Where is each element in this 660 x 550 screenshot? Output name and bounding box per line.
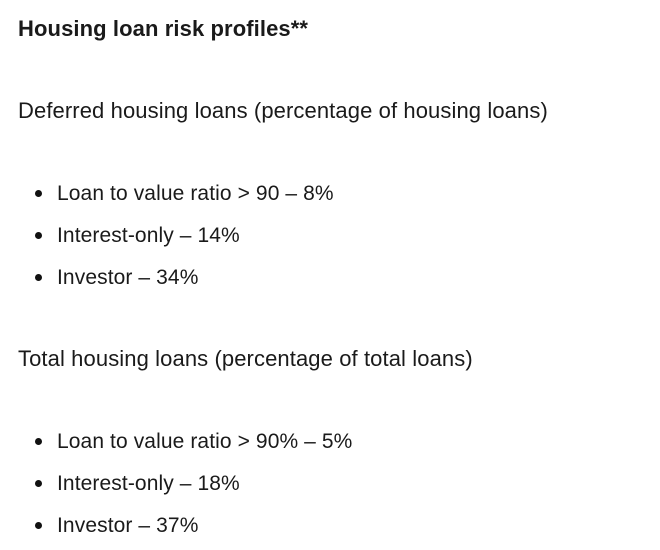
list-item-text: Investor – 34% [57,266,199,290]
list-item: Investor – 34% [18,265,642,290]
section-heading-total-loans: Total housing loans (percentage of total… [18,346,473,372]
bullet-icon [35,437,42,445]
list-item: Interest-only – 14% [18,223,642,248]
list-item: Investor – 37% [18,513,642,538]
list-item-text: Interest-only – 18% [57,471,240,495]
bullet-icon [35,479,42,487]
list-item-text: Loan to value ratio > 90% – 5% [57,429,353,453]
content-area: Housing loan risk profiles** Deferred ho… [18,16,642,539]
list-item: Loan to value ratio > 90% – 5% [18,429,642,454]
list-item: Loan to value ratio > 90 – 8% [18,181,642,206]
deferred-loans-list: Loan to value ratio > 90 – 8% Interest-o… [18,181,642,291]
list-item-text: Investor – 37% [57,514,199,538]
list-item: Interest-only – 18% [18,471,642,496]
bullet-icon [35,522,42,530]
list-item-text: Loan to value ratio > 90 – 8% [57,181,334,205]
list-item-text: Interest-only – 14% [57,223,240,247]
page-title: Housing loan risk profiles** [18,16,309,41]
bullet-icon [35,189,42,197]
bullet-icon [35,231,42,239]
bullet-icon [35,274,42,282]
section-heading-deferred-loans: Deferred housing loans (percentage of ho… [18,98,548,124]
total-loans-list: Loan to value ratio > 90% – 5% Interest-… [18,429,642,539]
